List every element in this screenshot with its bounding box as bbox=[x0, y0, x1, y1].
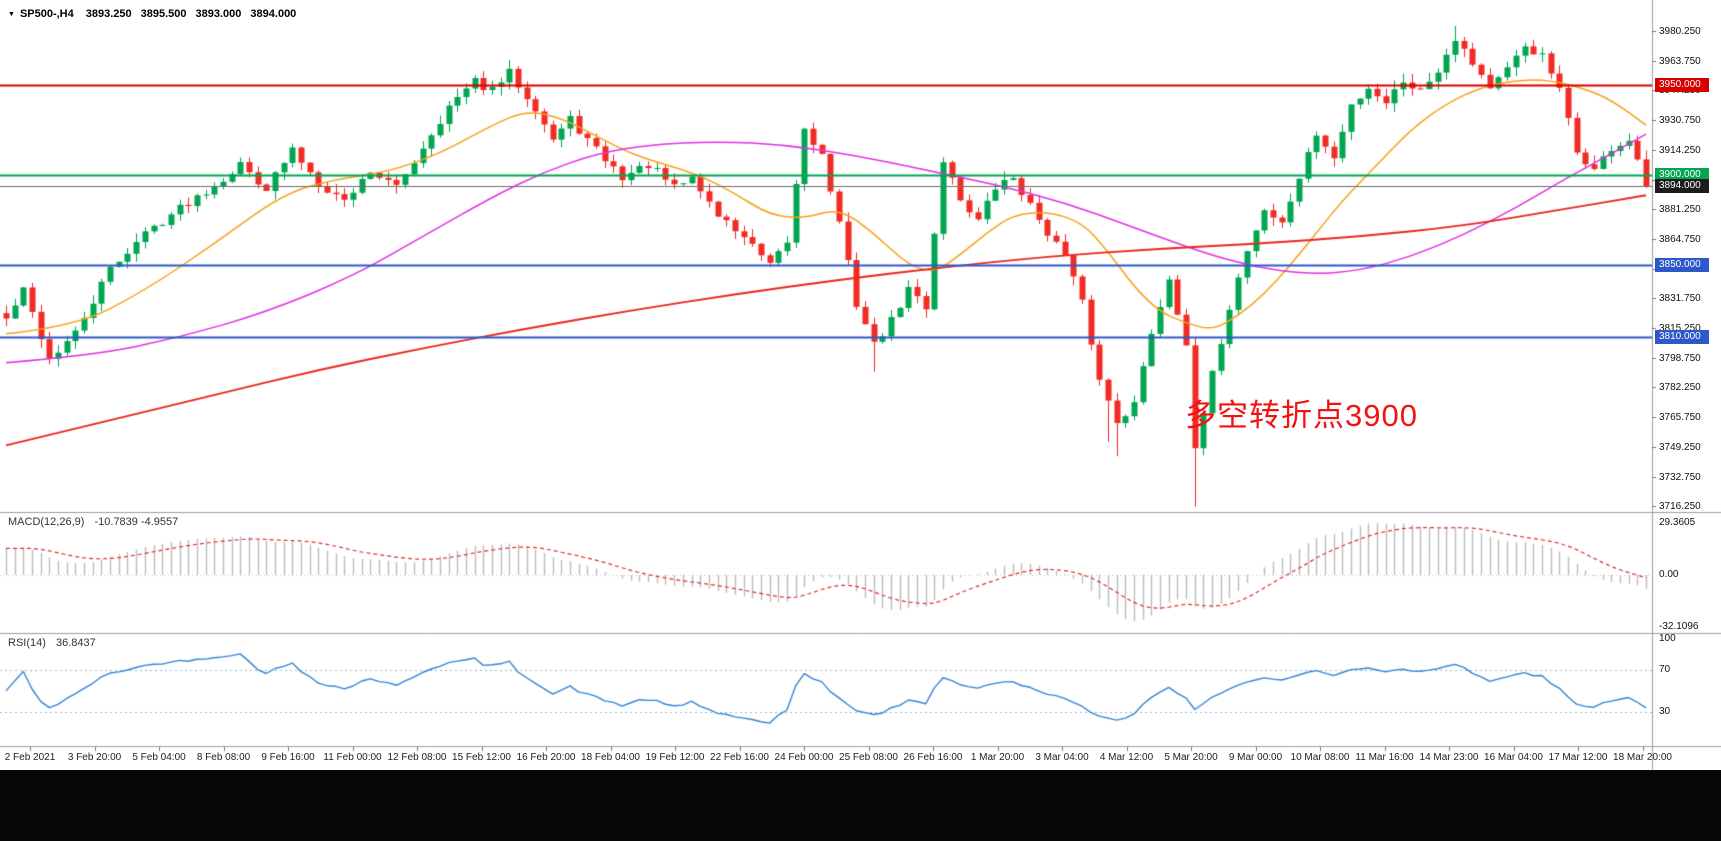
price-axis-label: 3881.250 bbox=[1659, 204, 1701, 216]
macd-panel[interactable] bbox=[0, 513, 1652, 633]
chart-annotation: 多空转折点3900 bbox=[1185, 398, 1418, 433]
symbol-period-label: SP500-,H4 bbox=[19, 8, 74, 20]
time-axis-label: 25 Feb 08:00 bbox=[839, 752, 898, 763]
time-axis-label: 18 Feb 04:00 bbox=[581, 752, 640, 763]
time-axis-label: 5 Mar 20:00 bbox=[1164, 752, 1218, 763]
price-axis-label: 3716.250 bbox=[1659, 501, 1701, 513]
macd-axis-zero: 0.00 bbox=[1659, 569, 1679, 580]
time-axis-label: 9 Feb 16:00 bbox=[261, 752, 315, 763]
time-axis-label: 2 Feb 2021 bbox=[4, 752, 56, 763]
price-axis-label: 3864.750 bbox=[1659, 233, 1701, 245]
price-axis-label: 3798.750 bbox=[1659, 352, 1701, 364]
macd-values: -10.7839 -4.9557 bbox=[94, 516, 179, 528]
macd-axis-min: -32.1096 bbox=[1659, 621, 1699, 632]
time-axis-label: 19 Feb 12:00 bbox=[645, 752, 705, 763]
time-axis-label: 4 Mar 12:00 bbox=[1099, 752, 1154, 763]
time-axis-label: 15 Feb 12:00 bbox=[452, 752, 511, 763]
rsi-axis-label: 100 bbox=[1659, 633, 1676, 644]
rsi-axis-label: 70 bbox=[1659, 664, 1671, 675]
time-axis-label: 18 Mar 20:00 bbox=[1613, 752, 1672, 763]
time-axis-label: 9 Mar 00:00 bbox=[1228, 752, 1283, 763]
rsi-value: 36.8437 bbox=[55, 637, 96, 649]
time-axis-label: 16 Feb 20:00 bbox=[516, 752, 576, 763]
price-level-badge: 3950.000 bbox=[1655, 78, 1709, 93]
chart-header: ▼ SP500-,H4 3893.250 3895.500 3893.000 3… bbox=[8, 8, 305, 20]
price-axis-label: 3930.750 bbox=[1659, 115, 1701, 127]
time-axis-label: 8 Feb 08:00 bbox=[196, 752, 251, 763]
rsi-name: RSI(14) bbox=[8, 637, 46, 649]
ohlc-close: 3894.000 bbox=[250, 8, 297, 20]
ohlc-low: 3893.000 bbox=[195, 8, 242, 20]
time-axis-label: 12 Feb 08:00 bbox=[387, 752, 447, 763]
time-axis-label: 5 Feb 04:00 bbox=[132, 752, 186, 763]
time-axis-label: 22 Feb 16:00 bbox=[710, 752, 769, 763]
time-axis-label: 3 Feb 20:00 bbox=[67, 752, 122, 763]
price-axis-label: 3765.750 bbox=[1659, 412, 1701, 424]
price-axis-label: 3815.250 bbox=[1659, 323, 1701, 334]
macd-indicator-label: MACD(12,26,9) -10.7839 -4.9557 bbox=[8, 516, 178, 528]
symbol-dropdown-icon[interactable]: ▼ bbox=[8, 10, 15, 18]
ohlc-high: 3895.500 bbox=[140, 8, 187, 20]
price-axis-label: 3963.750 bbox=[1659, 55, 1701, 67]
price-axis-label: 3831.750 bbox=[1659, 293, 1701, 305]
rsi-axis-label: 30 bbox=[1659, 706, 1671, 717]
time-axis-label: 1 Mar 20:00 bbox=[970, 752, 1025, 763]
macd-axis-max: 29.3605 bbox=[1659, 517, 1696, 528]
time-axis-label: 3 Mar 04:00 bbox=[1035, 752, 1089, 763]
time-axis-label: 16 Mar 04:00 bbox=[1484, 752, 1543, 763]
time-axis-label: 10 Mar 08:00 bbox=[1290, 752, 1350, 763]
price-level-badge: 3810.000 bbox=[1655, 330, 1709, 345]
rsi-panel[interactable] bbox=[0, 634, 1652, 746]
price-axis-label: 3782.250 bbox=[1659, 382, 1701, 394]
price-level-badge: 3894.000 bbox=[1655, 179, 1709, 194]
ohlc-open: 3893.250 bbox=[85, 8, 132, 20]
price-axis-label: 3914.250 bbox=[1659, 144, 1701, 156]
price-axis-label: 3749.250 bbox=[1659, 441, 1701, 453]
price-level-badge: 3900.000 bbox=[1655, 168, 1709, 183]
time-axis-label: 17 Mar 12:00 bbox=[1548, 752, 1608, 763]
time-axis-label: 14 Mar 23:00 bbox=[1419, 752, 1479, 763]
main-chart-panel[interactable] bbox=[0, 0, 1652, 512]
rsi-indicator-label: RSI(14) 36.8437 bbox=[8, 637, 96, 649]
price-axis-label: 3980.250 bbox=[1659, 26, 1701, 37]
time-axis-label: 11 Feb 00:00 bbox=[323, 752, 382, 763]
time-axis-label: 24 Feb 00:00 bbox=[774, 752, 834, 763]
price-level-badge: 3850.000 bbox=[1655, 258, 1709, 273]
time-axis-label: 11 Mar 16:00 bbox=[1355, 752, 1414, 763]
time-axis-label: 26 Feb 16:00 bbox=[903, 752, 963, 763]
price-axis-label: 3732.750 bbox=[1659, 471, 1701, 483]
bottom-bar bbox=[0, 770, 1721, 841]
macd-name: MACD(12,26,9) bbox=[8, 516, 85, 528]
